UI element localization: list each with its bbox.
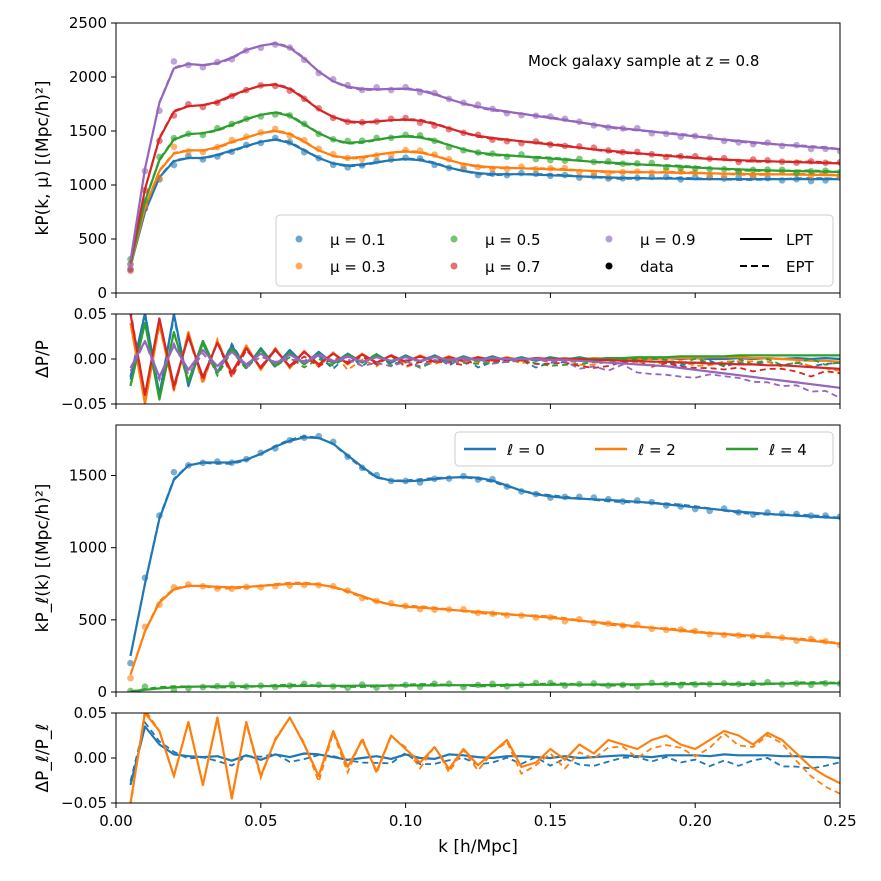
x-axis-label: k [h/Mpc] bbox=[438, 837, 518, 857]
chart-annotation: Mock galaxy sample at z = 0.8 bbox=[528, 52, 759, 70]
y-tick-label-0.05: 0.05 bbox=[74, 704, 107, 722]
multipole-lpt-line-2 bbox=[129, 582, 840, 676]
wedges-legend: μ = 0.1 μ = 0.3 μ = 0.5 μ = 0.7 μ = 0.9 … bbox=[275, 214, 834, 287]
y-tick-label-0.05: 0.05 bbox=[74, 305, 107, 323]
multipoles-residual-plot-area bbox=[129, 713, 840, 803]
y-tick-label-500: 500 bbox=[78, 611, 107, 629]
wedge-data-point-0.9 bbox=[127, 261, 134, 268]
wedge-ept-line-0.7 bbox=[129, 82, 840, 263]
wedges-y-axis-label: kP(k, μ) [(Mpc/h)²] bbox=[33, 81, 53, 236]
wedges-frame bbox=[115, 22, 841, 294]
y-tick-label-1000: 1000 bbox=[69, 176, 107, 194]
multipoles-frame bbox=[115, 424, 841, 693]
legend-label-ell-4: ℓ = 4 bbox=[768, 441, 807, 459]
legend-label-mu-0.1: μ = 0.1 bbox=[330, 231, 386, 249]
multipole-lpt-line-0 bbox=[129, 436, 840, 657]
multipoles-plot-area bbox=[127, 432, 840, 700]
x-tick-label-0.10: 0.10 bbox=[389, 812, 422, 830]
legend-marker-mu-0.5 bbox=[450, 235, 458, 243]
wedges-plot-area bbox=[127, 41, 840, 274]
legend-label-mu-0.3: μ = 0.3 bbox=[330, 258, 386, 276]
x-tick-label-0.00: 0.00 bbox=[99, 812, 132, 830]
x-tick-label-0.20: 0.20 bbox=[678, 812, 711, 830]
multipole-ept-line-4 bbox=[130, 681, 840, 692]
multipoles-y-axis-label: kP_ℓ(k) [(Mpc/h)²] bbox=[33, 484, 53, 633]
legend-label-ell-0: ℓ = 0 bbox=[506, 441, 545, 459]
y-tick-label-0.05: −0.05 bbox=[61, 395, 107, 413]
legend-marker-mu-0.1 bbox=[295, 235, 303, 243]
legend-marker-mu-0.3 bbox=[295, 262, 303, 270]
legend-label-data: data bbox=[640, 258, 674, 276]
multipole-data-point-4 bbox=[156, 693, 163, 700]
wedges-residual-y-axis-label: ΔP/P bbox=[33, 340, 53, 378]
panel-wedges: 0 500 1000 1500 2000 2500 Mock galaxy sample … bbox=[33, 14, 841, 302]
legend-label-ell-2: ℓ = 2 bbox=[637, 441, 676, 459]
wedge-res-ept-line-0.9 bbox=[129, 339, 840, 399]
multipoles-residual-y-axis-label: ΔP_ℓ/P_ℓ bbox=[33, 724, 53, 793]
legend-label-ept: EPT bbox=[786, 258, 815, 276]
y-tick-label-500: 500 bbox=[78, 230, 107, 248]
y-tick-label-1000: 1000 bbox=[69, 539, 107, 557]
wedges-residual-plot-area bbox=[129, 314, 840, 404]
legend-label-mu-0.9: μ = 0.9 bbox=[640, 231, 696, 249]
multipoles-residual-y-ticks: 0.05 0.00 −0.05 bbox=[61, 704, 116, 812]
multipole-ept-line-2 bbox=[129, 581, 840, 675]
legend-label-mu-0.5: μ = 0.5 bbox=[485, 231, 541, 249]
wedge-ept-line-0.5 bbox=[129, 111, 840, 265]
wedge-ept-line-0.9 bbox=[129, 41, 840, 261]
y-tick-label-1500: 1500 bbox=[69, 467, 107, 485]
legend-marker-data bbox=[605, 262, 613, 270]
multipole-data-point-2 bbox=[127, 674, 134, 682]
multipole-data-point-0 bbox=[170, 468, 178, 476]
multipole-res-ept-line-2 bbox=[130, 713, 840, 803]
wedge-data-point-0.7 bbox=[127, 267, 134, 274]
y-tick-label-0: 0 bbox=[97, 284, 107, 302]
multipoles-legend: ℓ = 0 ℓ = 2 ℓ = 4 bbox=[454, 431, 834, 467]
y-tick-label-0.05: −0.05 bbox=[61, 794, 107, 812]
wedge-data-point-0.1 bbox=[518, 169, 525, 177]
y-tick-label-1500: 1500 bbox=[69, 122, 107, 140]
multipole-res-ept-line-0 bbox=[129, 720, 840, 782]
x-tick-label-0.15: 0.15 bbox=[534, 812, 567, 830]
wedges-residual-y-ticks: 0.05 0.00 −0.05 bbox=[61, 305, 116, 413]
wedges-residual-x-ticks bbox=[115, 404, 841, 409]
y-tick-label-0.00: 0.00 bbox=[74, 350, 107, 368]
wedge-data-point-0.9 bbox=[387, 86, 395, 94]
legend-label-mu-0.7: μ = 0.7 bbox=[485, 258, 541, 276]
multipoles-legend-box bbox=[454, 431, 834, 467]
multipole-data-point-0 bbox=[127, 659, 134, 667]
wedges-x-ticks bbox=[115, 293, 841, 298]
y-tick-label-2000: 2000 bbox=[69, 68, 107, 86]
x-tick-label-0.05: 0.05 bbox=[244, 812, 277, 830]
wedge-data-point-0.9 bbox=[170, 58, 178, 65]
y-tick-label-2500: 2500 bbox=[69, 14, 107, 32]
multipoles-residual-x-ticks: 0.00 0.05 0.10 0.15 0.20 0.25 bbox=[99, 803, 857, 830]
wedge-ept-line-0.3 bbox=[129, 129, 840, 266]
legend-marker-mu-0.9 bbox=[605, 235, 613, 243]
wedge-res-lpt-line-0.9 bbox=[129, 339, 840, 389]
panel-wedges-residual: 0.05 0.00 −0.05 ΔP/P bbox=[33, 305, 841, 413]
panel-multipoles: 0 500 1000 1500 kP_ℓ(k) [(Mpc/h)²] ℓ = 0 ℓ … bbox=[33, 424, 841, 701]
legend-label-lpt: LPT bbox=[786, 231, 813, 249]
legend-marker-mu-0.7 bbox=[450, 262, 458, 270]
multipole-ept-line-0 bbox=[129, 435, 840, 657]
y-tick-label-0: 0 bbox=[97, 683, 107, 701]
multipoles-y-ticks: 0 500 1000 1500 bbox=[69, 467, 116, 701]
wedges-y-ticks: 0 500 1000 1500 2000 2500 bbox=[69, 14, 116, 302]
x-tick-label-0.25: 0.25 bbox=[823, 812, 856, 830]
wedges-legend-box bbox=[275, 214, 834, 287]
wedge-ept-line-0.1 bbox=[129, 138, 840, 267]
multipoles-x-ticks bbox=[115, 692, 841, 697]
multipole-data-point-4 bbox=[141, 683, 149, 690]
wedge-data-point-0.3 bbox=[170, 143, 178, 151]
panel-multipoles-residual: 0.050.00−0.05 0.00 0.05 0.10 0.15 0.20 0.25 Δ… bbox=[33, 704, 857, 857]
y-tick-label-0.00: 0.00 bbox=[74, 749, 107, 767]
